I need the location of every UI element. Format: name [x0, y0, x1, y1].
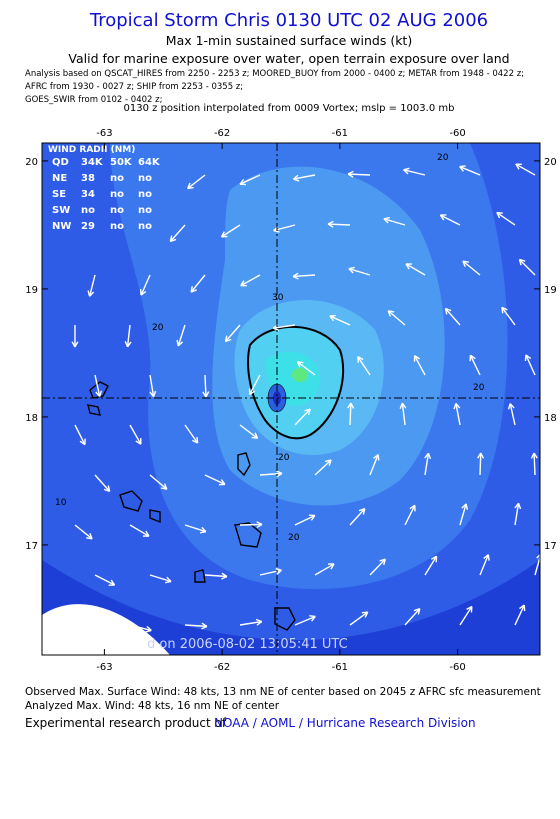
radii-header: 64K — [138, 157, 161, 168]
contour-label: 10 — [55, 498, 67, 508]
lon-tick-label: -60 — [449, 662, 465, 673]
arrow-head — [460, 166, 466, 167]
radii-header: 50K — [110, 157, 133, 168]
radii-cell: NW — [52, 221, 71, 232]
radii-cell: NE — [52, 173, 67, 184]
analysis-line: Analysis based on QSCAT_HIRES from 2250 … — [25, 69, 524, 79]
arrow-shaft — [328, 224, 350, 225]
radii-cell: no — [138, 205, 152, 216]
max-wind — [292, 368, 308, 382]
lat-tick-label: 19 — [25, 285, 38, 296]
lat-tick-label: 19 — [544, 285, 557, 296]
arrow-head — [89, 634, 95, 635]
title: Tropical Storm Chris 0130 UTC 02 AUG 200… — [89, 10, 488, 31]
radii-cell: 34 — [81, 189, 95, 200]
lat-tick-label: 17 — [544, 541, 557, 552]
arrow-shaft — [480, 453, 481, 475]
arrow-head — [488, 555, 489, 561]
arrow-shaft — [350, 403, 351, 425]
radii-cell: SW — [52, 205, 70, 216]
arrow-shaft — [348, 174, 370, 175]
arrow-head — [297, 362, 303, 363]
contour-label: 20 — [152, 323, 164, 333]
radii-cell: SE — [52, 189, 66, 200]
lat-tick-label: 18 — [25, 413, 38, 424]
contour-label: 20 — [288, 533, 300, 543]
arrow-head — [309, 616, 315, 617]
radii-cell: no — [138, 189, 152, 200]
radii-header: QD — [52, 157, 69, 168]
lon-tick-label: -62 — [214, 662, 230, 673]
lon-tick-label: -61 — [332, 128, 348, 139]
credit-link[interactable]: NOAA / AOML / Hurricane Research Divisio… — [214, 716, 476, 730]
lon-tick-label: -63 — [96, 128, 112, 139]
radii-cell: 38 — [81, 173, 95, 184]
radii-cell: no — [81, 205, 95, 216]
arrow-head — [252, 437, 258, 438]
arrow-head — [497, 213, 503, 214]
arrow-head — [541, 554, 542, 560]
radii-cell: no — [110, 173, 124, 184]
observed-wind: Observed Max. Surface Wind: 48 kts, 13 n… — [25, 686, 541, 698]
timestamp: d on 2006-08-02 13:05:41 UTC — [147, 637, 348, 652]
contour-label: 20 — [437, 153, 449, 163]
credit: Experimental research product of — [25, 716, 227, 730]
lon-tick-label: -62 — [214, 128, 230, 139]
arrow-shaft — [534, 453, 535, 475]
subtitle: Max 1-min sustained surface winds (kt) — [166, 33, 412, 48]
radii-cell: no — [110, 189, 124, 200]
arrow-shaft — [240, 524, 262, 525]
lon-tick-label: -60 — [449, 128, 465, 139]
analyzed-wind: Analyzed Max. Wind: 48 kts, 16 nm NE of … — [25, 700, 280, 712]
lon-tick-label: -61 — [332, 662, 348, 673]
position-note: 0130 z position interpolated from 0009 V… — [124, 103, 455, 114]
radii-header: 34K — [81, 157, 104, 168]
lat-tick-label: 20 — [544, 157, 557, 168]
contour-label: 20 — [278, 453, 290, 463]
lat-tick-label: 18 — [544, 413, 557, 424]
radii-cell: no — [138, 221, 152, 232]
arrow-head — [141, 289, 142, 295]
analysis-line: AFRC from 1930 - 0027 z; SHIP from 2253 … — [25, 82, 243, 92]
radii-cell: no — [110, 221, 124, 232]
radii-title: WIND RADII (NM) — [48, 145, 135, 155]
map-field — [42, 143, 542, 655]
radii-cell: no — [110, 205, 124, 216]
lon-tick-label: -63 — [96, 662, 112, 673]
contour-label: 30 — [272, 293, 284, 303]
radii-cell: no — [138, 173, 152, 184]
lat-tick-label: 17 — [25, 541, 38, 552]
arrow-head — [378, 455, 379, 461]
contour-label: 20 — [473, 383, 485, 393]
lat-tick-label: 20 — [25, 157, 38, 168]
radii-cell: 29 — [81, 221, 95, 232]
validity: Valid for marine exposure over water, op… — [68, 51, 509, 66]
